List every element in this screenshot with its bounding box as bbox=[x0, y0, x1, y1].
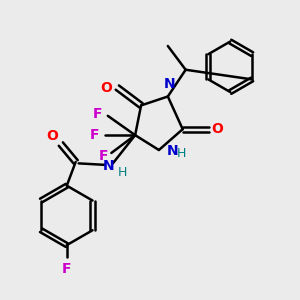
Text: N: N bbox=[103, 159, 114, 173]
Text: O: O bbox=[46, 129, 58, 142]
Text: H: H bbox=[177, 147, 186, 160]
Text: N: N bbox=[167, 145, 179, 158]
Text: F: F bbox=[62, 262, 71, 276]
Text: N: N bbox=[164, 77, 175, 91]
Text: O: O bbox=[211, 122, 223, 136]
Text: F: F bbox=[90, 128, 100, 142]
Text: F: F bbox=[93, 107, 102, 121]
Text: O: O bbox=[100, 81, 112, 94]
Text: F: F bbox=[99, 149, 108, 163]
Text: H: H bbox=[117, 166, 127, 179]
